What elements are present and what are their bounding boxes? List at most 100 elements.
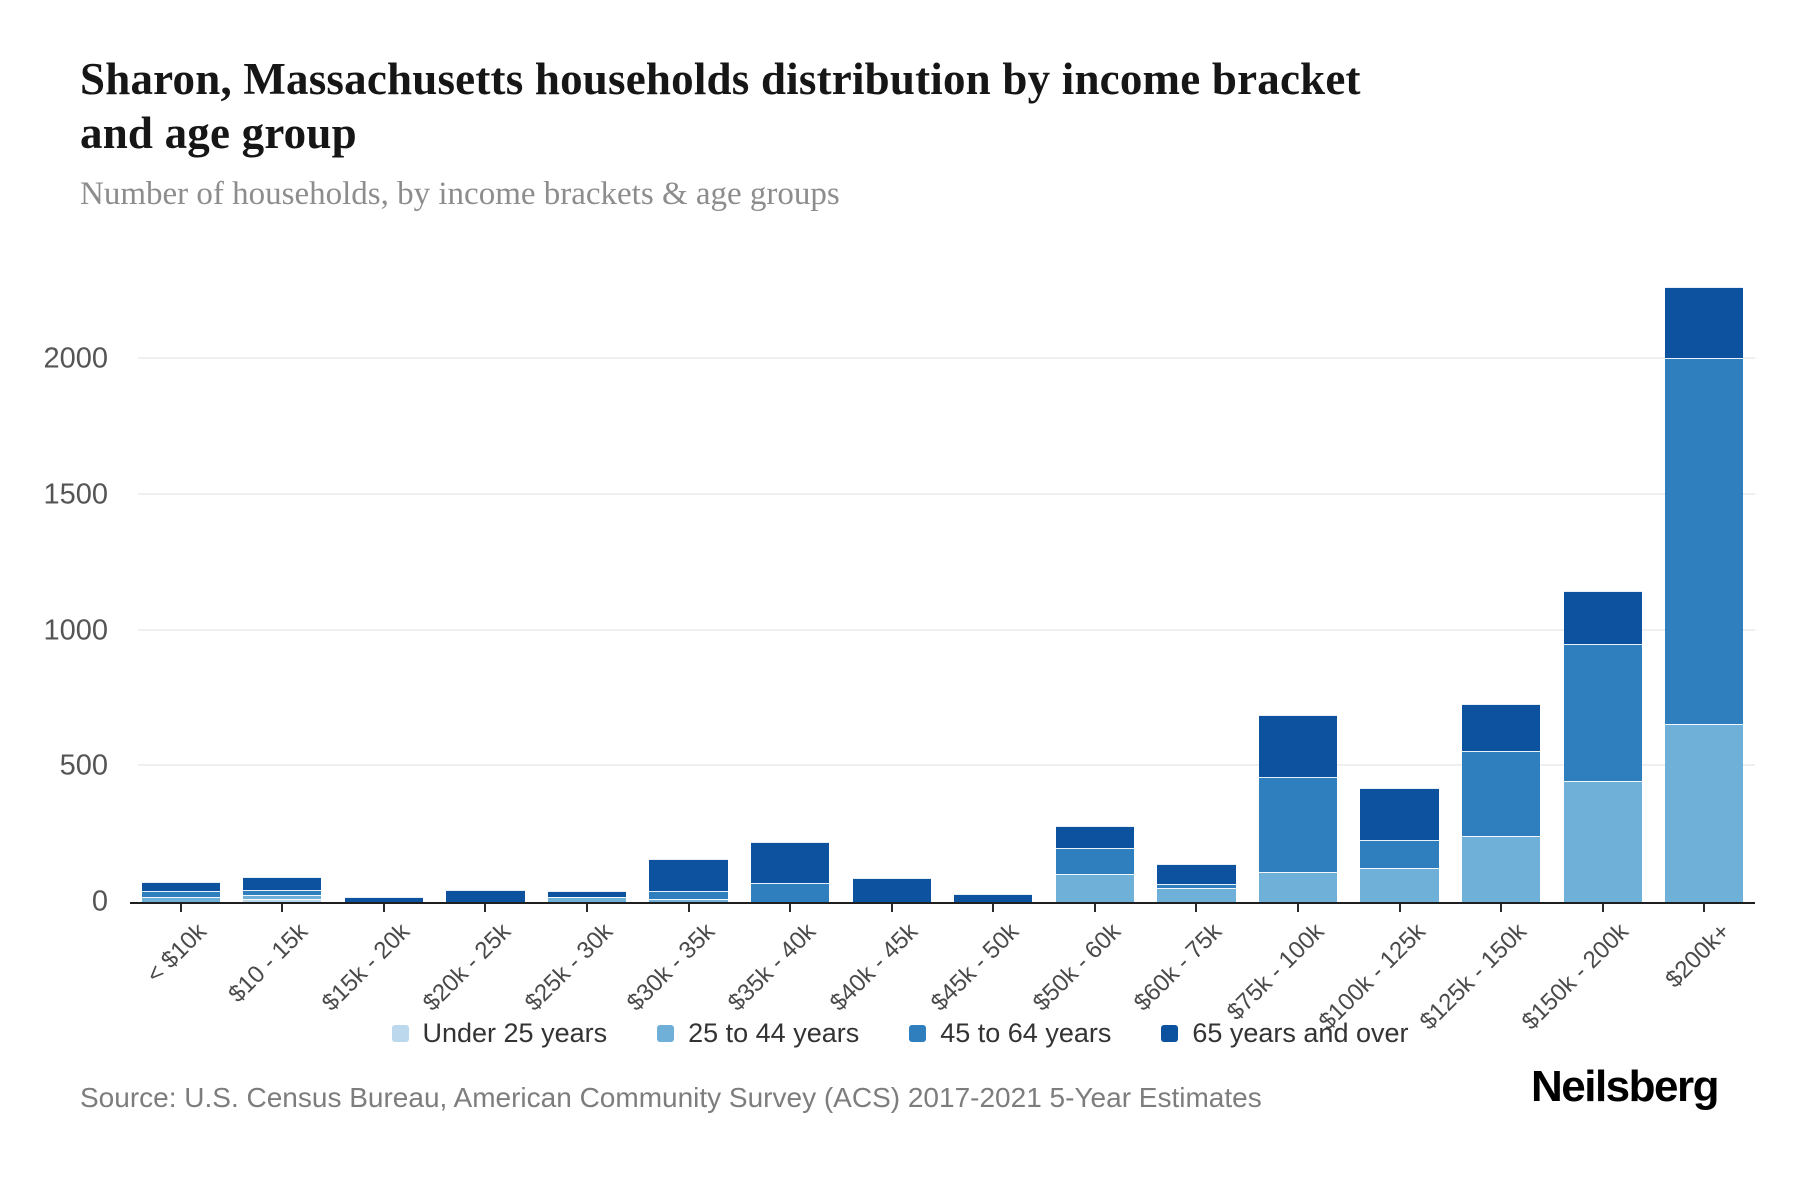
- bar-segment-25-to-44-years[interactable]: [1665, 724, 1744, 902]
- legend-label: Under 25 years: [422, 1018, 608, 1048]
- legend-item-65-years-and-over[interactable]: 65 years and over: [1161, 1018, 1409, 1049]
- x-axis-label-75k-100k: $75k - 100k: [1221, 918, 1330, 1026]
- legend-label: 65 years and over: [1192, 1018, 1409, 1048]
- legend-swatch-under-25-years: [391, 1025, 409, 1042]
- bar-45k-50k: $45k - 50k: [926, 264, 1045, 1016]
- y-axis-label-1500: 1500: [43, 478, 108, 511]
- x-axis-tick: [484, 904, 487, 912]
- x-axis-label-200k: $200k+: [1660, 918, 1736, 994]
- bar-segment-45-to-64-years[interactable]: [1665, 357, 1744, 725]
- bars-container: < $10k $10 - 15k $15k - 20k $20k - 25k $25k …: [130, 264, 1755, 1035]
- bar-segment-25-to-44-years[interactable]: [1360, 868, 1439, 902]
- bar-segment-65-years-and-over[interactable]: [1360, 788, 1439, 840]
- bar-segment-under-25-years[interactable]: [243, 898, 322, 902]
- x-axis-tick: [281, 904, 284, 912]
- bar-segment-45-to-64-years[interactable]: [1055, 847, 1134, 874]
- gridline-1000: [138, 628, 1755, 631]
- bar-200k: $200k+: [1653, 264, 1755, 993]
- bar-35k-40k: $35k - 40k: [723, 264, 841, 1016]
- bar-30k-35k: $30k - 35k: [621, 264, 740, 1016]
- legend-item-45-to-64-years[interactable]: 45 to 64 years: [909, 1018, 1111, 1049]
- bar-segment-65-years-and-over[interactable]: [547, 891, 627, 897]
- bar-segment-25-to-44-years[interactable]: [649, 899, 728, 902]
- x-axis-tick: [1398, 904, 1401, 912]
- legend-swatch-65-years-and-over: [1161, 1025, 1179, 1042]
- bar-10k: < $10k: [130, 264, 232, 989]
- plot-area: 0 500 1000 1500 2000 < $10k $10 - 15k $15k - 20…: [43, 264, 1755, 1035]
- bar-segment-45-to-64-years[interactable]: [1461, 751, 1541, 836]
- bar-segment-65-years-and-over[interactable]: [1055, 826, 1134, 848]
- bar-segment-65-years-and-over[interactable]: [1157, 863, 1236, 885]
- legend-label: 25 to 44 years: [688, 1018, 860, 1048]
- bar-segment-65-years-and-over[interactable]: [1563, 591, 1642, 645]
- bar-segment-65-years-and-over[interactable]: [1665, 287, 1744, 358]
- legend-swatch-45-to-64-years: [909, 1025, 927, 1042]
- bar-60k-75k: $60k - 75k: [1129, 264, 1248, 1016]
- bar-segment-65-years-and-over[interactable]: [141, 881, 220, 892]
- bar-segment-45-to-64-years[interactable]: [1157, 884, 1236, 889]
- bar-segment-25-to-44-years[interactable]: [1461, 835, 1541, 902]
- x-axis-tick: [586, 904, 589, 912]
- bar-150k-200k: $150k - 200k: [1517, 264, 1654, 1035]
- bar-segment-45-to-64-years[interactable]: [649, 891, 728, 900]
- bar-segment-65-years-and-over[interactable]: [954, 893, 1033, 902]
- bar-segment-65-years-and-over[interactable]: [649, 858, 728, 892]
- x-axis-tick: [382, 904, 385, 912]
- x-axis-label-45k-50k: $45k - 50k: [926, 918, 1025, 1017]
- bar-segment-45-to-64-years[interactable]: [751, 883, 830, 902]
- bar-segment-65-years-and-over[interactable]: [243, 877, 322, 891]
- bar-segment-45-to-64-years[interactable]: [1563, 644, 1642, 782]
- y-axis-label-0: 0: [91, 885, 108, 918]
- bar-segment-65-years-and-over[interactable]: [446, 889, 525, 902]
- bar-segment-25-to-44-years[interactable]: [141, 897, 220, 902]
- bar-segment-25-to-44-years[interactable]: [1258, 872, 1338, 902]
- bar-15k-20k: $15k - 20k: [317, 264, 435, 1016]
- bar-segment-65-years-and-over[interactable]: [1258, 714, 1338, 778]
- x-axis-label-15k-20k: $15k - 20k: [316, 918, 415, 1017]
- bar-segment-65-years-and-over[interactable]: [852, 877, 931, 902]
- bar-segment-45-to-64-years[interactable]: [1258, 777, 1338, 873]
- bar-segment-25-to-44-years[interactable]: [547, 896, 627, 902]
- bar-segment-45-to-64-years[interactable]: [1360, 839, 1439, 869]
- bar-segment-25-to-44-years[interactable]: [243, 894, 322, 899]
- bar-segment-65-years-and-over[interactable]: [344, 897, 423, 902]
- x-axis-tick: [1093, 904, 1096, 912]
- x-axis-label-60k-75k: $60k - 75k: [1129, 918, 1228, 1017]
- bar-segment-25-to-44-years[interactable]: [1055, 873, 1134, 902]
- x-axis-label-10-15k: $10 - 15k: [223, 918, 314, 1008]
- bar-40k-45k: $40k - 45k: [824, 264, 943, 1016]
- y-axis-label-500: 500: [59, 749, 108, 782]
- x-axis-tick: [789, 904, 792, 912]
- gridline-1500: [138, 492, 1755, 495]
- legend-label: 45 to 64 years: [940, 1018, 1112, 1048]
- x-axis-tick: [179, 904, 182, 912]
- x-axis-tick: [1601, 904, 1604, 912]
- legend-item-25-to-44-years[interactable]: 25 to 44 years: [657, 1018, 859, 1049]
- x-axis-label-10k: < $10k: [141, 918, 212, 989]
- bar-segment-25-to-44-years[interactable]: [1563, 781, 1642, 902]
- x-axis-tick: [1296, 904, 1299, 912]
- gridline-2000: [138, 357, 1755, 360]
- bar-segment-65-years-and-over[interactable]: [751, 842, 830, 883]
- bar-10-15k: $10 - 15k: [224, 264, 334, 1008]
- x-axis-label-50k-60k: $50k - 60k: [1027, 918, 1126, 1017]
- x-axis-label-20k-25k: $20k - 25k: [418, 918, 517, 1017]
- page-title: Sharon, Massachusetts households distrib…: [80, 52, 1520, 160]
- chart-legend: Under 25 years 25 to 44 years 45 to 64 yea…: [0, 1018, 1800, 1049]
- bar-20k-25k: $20k - 25k: [418, 264, 537, 1016]
- bar-segment-45-to-64-years[interactable]: [243, 890, 322, 895]
- bar-25k-30k: $25k - 30k: [520, 264, 638, 1016]
- x-axis-tick: [1500, 904, 1503, 912]
- neilsberg-logo: Neilsberg: [1530, 1062, 1720, 1111]
- x-axis-label-40k-45k: $40k - 45k: [824, 918, 923, 1017]
- x-axis-label-30k-35k: $30k - 35k: [621, 918, 720, 1017]
- x-axis-tick: [890, 904, 893, 912]
- x-axis-label-35k-40k: $35k - 40k: [722, 918, 822, 1017]
- bar-segment-65-years-and-over[interactable]: [1461, 703, 1541, 752]
- bar-segment-25-to-44-years[interactable]: [1157, 888, 1236, 902]
- bar-50k-60k: $50k - 60k: [1028, 264, 1146, 1016]
- x-axis-tick: [1703, 904, 1706, 912]
- legend-item-under-25-years[interactable]: Under 25 years: [391, 1018, 608, 1049]
- bar-100k-125k: $100k - 125k: [1313, 264, 1451, 1035]
- bar-segment-45-to-64-years[interactable]: [141, 891, 220, 898]
